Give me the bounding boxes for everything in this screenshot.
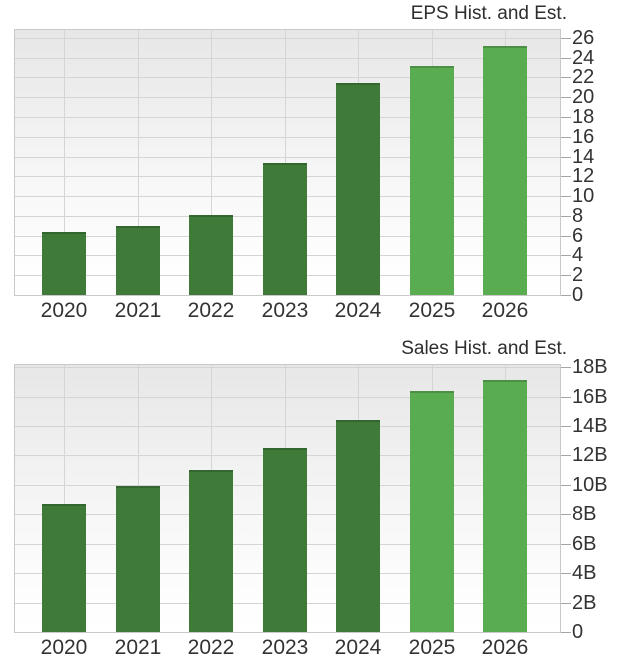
bar-2024 — [336, 83, 380, 295]
y-axis-tick — [561, 58, 571, 59]
sales-plot-area — [14, 364, 561, 633]
y-axis-tick — [561, 514, 571, 515]
y-axis-tick — [561, 455, 571, 456]
y-axis-label: 4B — [572, 562, 597, 584]
y-axis-label: 16 — [572, 126, 595, 148]
y-axis-tick — [561, 544, 571, 545]
horizontal-gridline — [15, 137, 560, 138]
x-axis-label: 2023 — [261, 636, 309, 658]
x-axis-label: 2025 — [408, 299, 456, 322]
vertical-gridline — [64, 30, 65, 295]
y-axis-label: 8B — [572, 503, 597, 525]
y-axis-tick — [561, 255, 571, 256]
bar-2023 — [263, 448, 307, 632]
vertical-gridline — [211, 30, 212, 295]
y-axis-tick — [561, 137, 571, 138]
y-axis-tick — [561, 157, 571, 158]
bar-2022 — [189, 215, 233, 295]
bar-2021 — [116, 226, 160, 295]
y-axis-label: 24 — [572, 47, 595, 69]
x-axis-label: 2026 — [481, 299, 529, 322]
y-axis-tick — [561, 236, 571, 237]
y-axis-label: 18B — [572, 356, 608, 378]
y-axis-tick — [561, 485, 571, 486]
vertical-gridline — [64, 365, 65, 632]
y-axis-label: 0 — [572, 284, 584, 306]
sales-chart: Sales Hist. and Est. 0 2B 4B 6B 8B 10B 12B 14B 1… — [0, 335, 620, 658]
y-axis-label: 6B — [572, 533, 597, 555]
bar-2020 — [42, 232, 86, 295]
y-axis-label: 16B — [572, 386, 608, 408]
y-axis-label: 10 — [572, 185, 595, 207]
y-axis-tick — [561, 603, 571, 604]
y-axis-label: 18 — [572, 106, 595, 128]
y-axis-label: 6 — [572, 225, 584, 247]
y-axis-label: 10B — [572, 474, 608, 496]
x-axis-label: 2020 — [40, 636, 88, 658]
y-axis-tick — [561, 216, 571, 217]
y-axis-label: 14B — [572, 415, 608, 437]
sales-chart-title: Sales Hist. and Est. — [401, 338, 567, 359]
x-axis-label: 2022 — [187, 636, 235, 658]
y-axis-tick — [561, 196, 571, 197]
bar-2026 — [483, 380, 527, 632]
y-axis-label: 8 — [572, 205, 584, 227]
horizontal-gridline — [15, 367, 560, 368]
y-axis-tick — [561, 77, 571, 78]
vertical-gridline — [285, 30, 286, 295]
x-axis-label: 2022 — [187, 299, 235, 322]
x-axis-label: 2025 — [408, 636, 456, 658]
x-axis-label: 2020 — [40, 299, 88, 322]
bar-2020 — [42, 504, 86, 632]
y-axis-tick — [561, 117, 571, 118]
x-axis-label: 2023 — [261, 299, 309, 322]
horizontal-gridline — [15, 117, 560, 118]
vertical-gridline — [138, 30, 139, 295]
x-axis-label: 2021 — [114, 299, 162, 322]
bar-2022 — [189, 470, 233, 632]
x-axis-label: 2021 — [114, 636, 162, 658]
x-axis-label: 2024 — [334, 636, 382, 658]
bar-2021 — [116, 486, 160, 632]
horizontal-gridline — [15, 97, 560, 98]
x-axis-label: 2026 — [481, 636, 529, 658]
y-axis-tick — [561, 97, 571, 98]
y-axis-tick — [561, 367, 571, 368]
eps-plot-area — [14, 29, 561, 296]
bar-2023 — [263, 163, 307, 295]
bar-2026 — [483, 46, 527, 295]
bar-2025 — [410, 391, 454, 632]
horizontal-gridline — [15, 38, 560, 39]
eps-chart-title: EPS Hist. and Est. — [410, 3, 567, 24]
y-axis-label: 4 — [572, 244, 584, 266]
y-axis-label: 12 — [572, 165, 595, 187]
horizontal-gridline — [15, 426, 560, 427]
y-axis-label: 14 — [572, 146, 595, 168]
y-axis-tick — [561, 573, 571, 574]
y-axis-label: 22 — [572, 66, 595, 88]
y-axis-label: 12B — [572, 444, 608, 466]
eps-chart: EPS Hist. and Est. 0 2 4 6 8 10 12 14 16 18 20 22 24… — [14, 3, 595, 322]
horizontal-gridline — [15, 77, 560, 78]
y-axis-label: 2 — [572, 264, 584, 286]
y-axis-tick — [561, 632, 571, 633]
horizontal-gridline — [15, 58, 560, 59]
y-axis-tick — [561, 275, 571, 276]
y-axis-tick — [561, 176, 571, 177]
bar-2024 — [336, 420, 380, 632]
horizontal-gridline — [15, 397, 560, 398]
y-axis-tick — [561, 426, 571, 427]
y-axis-tick — [561, 295, 571, 296]
y-axis-tick — [561, 38, 571, 39]
y-axis-tick — [561, 397, 571, 398]
y-axis-label: 2B — [572, 592, 597, 614]
y-axis-label: 0 — [572, 621, 584, 643]
y-axis-label: 20 — [572, 86, 595, 108]
bar-2025 — [410, 66, 454, 295]
horizontal-gridline — [15, 157, 560, 158]
x-axis-label: 2024 — [334, 299, 382, 322]
y-axis-label: 26 — [572, 27, 595, 49]
